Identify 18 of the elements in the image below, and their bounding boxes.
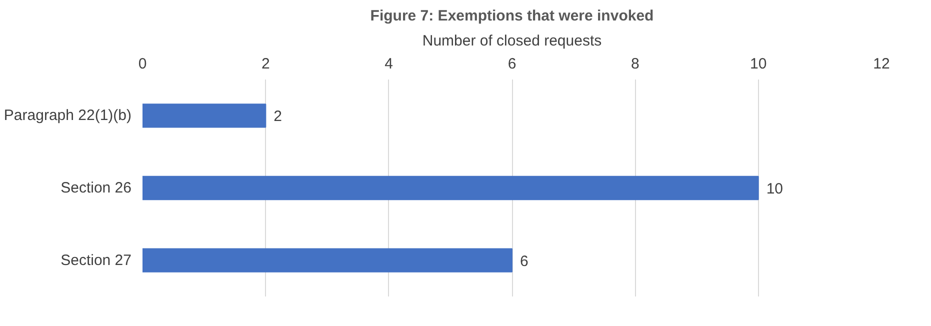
data-label: 10 — [766, 180, 784, 198]
x-tick-label: 6 — [508, 56, 516, 72]
x-tick-label: 0 — [138, 56, 147, 72]
x-tick-label: 10 — [750, 56, 767, 72]
bar — [142, 176, 759, 200]
y-tick-label: Section 27 — [60, 252, 132, 269]
data-label: 2 — [274, 108, 282, 126]
chart-title: Figure 7: Exemptions that were invoked — [370, 8, 654, 24]
bar — [142, 248, 512, 272]
x-tick-label: 12 — [873, 56, 890, 72]
bar — [142, 104, 266, 128]
y-tick-label: Paragraph 22(1)(b) — [4, 107, 132, 124]
x-tick-label: 4 — [384, 56, 394, 72]
y-tick-label: Section 26 — [60, 180, 132, 196]
x-tick-label: 8 — [630, 56, 640, 72]
x-axis-title: Number of closed requests — [422, 32, 602, 50]
data-label: 6 — [520, 252, 528, 270]
x-tick-label: 2 — [261, 56, 270, 72]
